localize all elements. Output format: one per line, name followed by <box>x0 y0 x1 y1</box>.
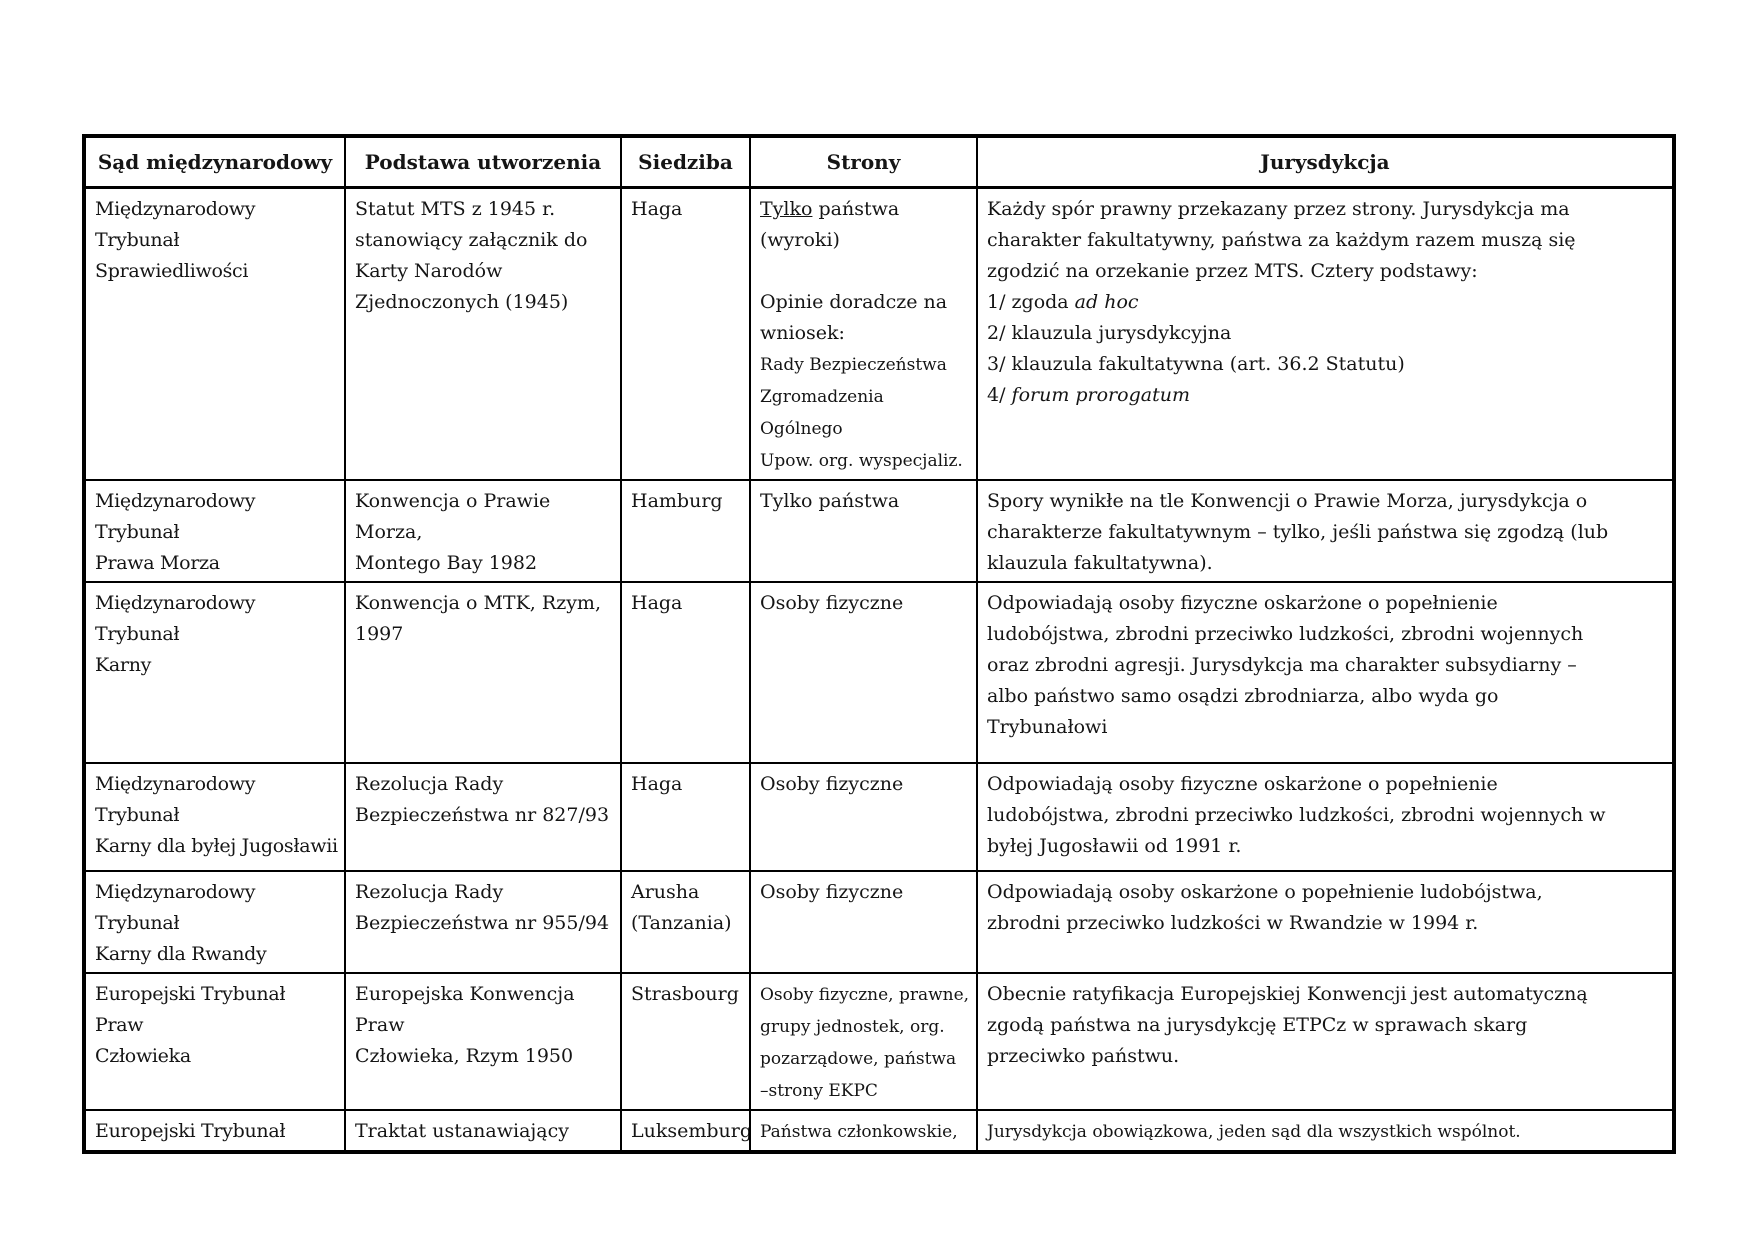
cell-court: Europejski Trybunał Praw Człowieka <box>83 972 346 1111</box>
cell-court: Międzynarodowy Trybunał Karny <box>83 581 346 764</box>
cell-parties: Osoby fizyczne <box>749 870 978 974</box>
cell-seat: Luksemburg <box>620 1109 751 1153</box>
cell-seat: Haga <box>620 762 751 872</box>
cell-parties: Osoby fizyczne, prawne, grupy jednostek,… <box>749 972 978 1111</box>
column-header-seat: Siedziba <box>620 135 751 189</box>
cell-jurisdiction: Spory wynikłe na tle Konwencji o Prawie … <box>976 479 1675 583</box>
table-row: Międzynarodowy Trybunał Karny Konwencja … <box>83 581 1675 764</box>
table-row: Międzynarodowy Trybunał Sprawiedliwości … <box>83 186 1675 481</box>
cell-jurisdiction: Każdy spór prawny przekazany przez stron… <box>976 186 1675 481</box>
column-header-jurisdiction: Jurysdykcja <box>976 135 1675 189</box>
cell-court: Międzynarodowy Trybunał Prawa Morza <box>83 479 346 583</box>
cell-seat: Hamburg <box>620 479 751 583</box>
cell-parties: Osoby fizyczne <box>749 762 978 872</box>
table-row: Międzynarodowy Trybunał Prawa Morza Konw… <box>83 479 1675 583</box>
cell-jurisdiction: Obecnie ratyfikacja Europejskiej Konwenc… <box>976 972 1675 1111</box>
cell-parties: Osoby fizyczne <box>749 581 978 764</box>
cell-basis: Traktat ustanawiający <box>344 1109 622 1153</box>
cell-jurisdiction: Odpowiadają osoby fizyczne oskarżone o p… <box>976 581 1675 764</box>
cell-basis: Statut MTS z 1945 r. stanowiący załączni… <box>344 186 622 481</box>
cell-basis: Rezolucja Rady Bezpieczeństwa nr 955/94 <box>344 870 622 974</box>
cell-court: Międzynarodowy Trybunał Karny dla Rwandy <box>83 870 346 974</box>
table-row: Europejski Trybunał Praw Człowieka Europ… <box>83 972 1675 1111</box>
cell-basis: Konwencja o MTK, Rzym, 1997 <box>344 581 622 764</box>
cell-court: Międzynarodowy Trybunał Karny dla byłej … <box>83 762 346 872</box>
courts-table: Sąd międzynarodowy Podstawa utworzenia S… <box>82 134 1676 1154</box>
cell-court: Europejski Trybunał <box>83 1109 346 1153</box>
column-header-parties: Strony <box>749 135 978 189</box>
cell-seat: Arusha (Tanzania) <box>620 870 751 974</box>
table-header-row: Sąd międzynarodowy Podstawa utworzenia S… <box>83 135 1675 189</box>
cell-parties: Tylko państwa <box>749 479 978 583</box>
cell-parties: Tylko państwa (wyroki) Opinie doradcze n… <box>749 186 978 481</box>
cell-parties: Państwa członkowskie, <box>749 1109 978 1153</box>
cell-jurisdiction: Odpowiadają osoby oskarżone o popełnieni… <box>976 870 1675 974</box>
cell-court: Międzynarodowy Trybunał Sprawiedliwości <box>83 186 346 481</box>
cell-basis: Konwencja o Prawie Morza, Montego Bay 19… <box>344 479 622 583</box>
cell-seat: Haga <box>620 186 751 481</box>
cell-jurisdiction: Jurysdykcja obowiązkowa, jeden sąd dla w… <box>976 1109 1675 1153</box>
cell-basis: Rezolucja Rady Bezpieczeństwa nr 827/93 <box>344 762 622 872</box>
table-row: Międzynarodowy Trybunał Karny dla byłej … <box>83 762 1675 872</box>
cell-seat: Haga <box>620 581 751 764</box>
cell-basis: Europejska Konwencja Praw Człowieka, Rzy… <box>344 972 622 1111</box>
column-header-basis: Podstawa utworzenia <box>344 135 622 189</box>
table-row: Międzynarodowy Trybunał Karny dla Rwandy… <box>83 870 1675 974</box>
column-header-court: Sąd międzynarodowy <box>83 135 346 189</box>
cell-jurisdiction: Odpowiadają osoby fizyczne oskarżone o p… <box>976 762 1675 872</box>
table-row: Europejski Trybunał Traktat ustanawiając… <box>83 1109 1675 1153</box>
cell-seat: Strasbourg <box>620 972 751 1111</box>
